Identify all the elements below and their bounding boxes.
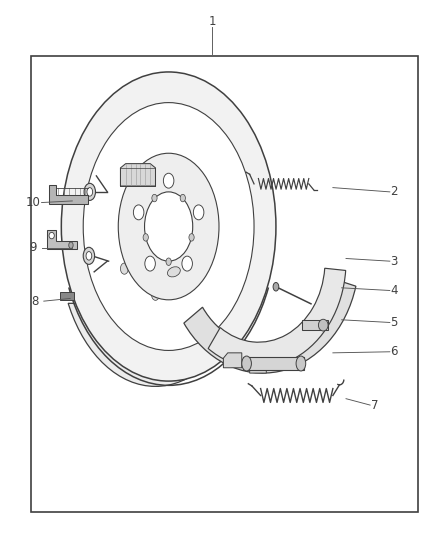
Polygon shape — [302, 320, 328, 330]
Ellipse shape — [120, 211, 128, 222]
Ellipse shape — [145, 256, 155, 271]
Text: 9: 9 — [29, 241, 37, 254]
Text: 8: 8 — [32, 295, 39, 308]
Polygon shape — [49, 185, 88, 204]
Ellipse shape — [152, 289, 159, 300]
Ellipse shape — [86, 252, 92, 260]
Polygon shape — [243, 357, 304, 370]
Wedge shape — [184, 279, 356, 373]
Ellipse shape — [163, 173, 174, 188]
Text: 4: 4 — [390, 284, 398, 297]
Ellipse shape — [189, 233, 194, 241]
Ellipse shape — [193, 205, 204, 220]
Text: 6: 6 — [390, 345, 398, 358]
Ellipse shape — [167, 266, 180, 277]
Ellipse shape — [273, 282, 279, 291]
Polygon shape — [60, 292, 74, 300]
Ellipse shape — [318, 319, 328, 331]
Ellipse shape — [83, 102, 254, 351]
Ellipse shape — [183, 211, 191, 222]
Polygon shape — [68, 99, 252, 386]
Ellipse shape — [143, 233, 148, 241]
Text: 3: 3 — [391, 255, 398, 268]
Ellipse shape — [180, 195, 185, 202]
Text: 2: 2 — [390, 185, 398, 198]
Ellipse shape — [120, 263, 128, 274]
Ellipse shape — [182, 256, 192, 271]
Polygon shape — [250, 359, 266, 373]
Polygon shape — [47, 230, 77, 249]
Ellipse shape — [84, 183, 95, 200]
Ellipse shape — [83, 247, 95, 264]
Text: 1: 1 — [208, 15, 216, 28]
Ellipse shape — [145, 192, 193, 261]
Ellipse shape — [152, 185, 159, 196]
Ellipse shape — [166, 258, 171, 265]
Ellipse shape — [242, 356, 251, 371]
Text: 5: 5 — [391, 316, 398, 329]
Text: 10: 10 — [25, 196, 40, 209]
Ellipse shape — [61, 72, 276, 381]
Ellipse shape — [296, 356, 306, 371]
Ellipse shape — [183, 263, 191, 274]
Polygon shape — [120, 164, 155, 186]
Ellipse shape — [152, 195, 157, 202]
Ellipse shape — [87, 188, 92, 196]
Text: 7: 7 — [371, 399, 378, 411]
Wedge shape — [208, 268, 346, 368]
Ellipse shape — [127, 201, 184, 284]
Ellipse shape — [118, 153, 219, 300]
Bar — [31, 56, 418, 512]
Ellipse shape — [69, 242, 73, 248]
Ellipse shape — [49, 232, 54, 239]
Ellipse shape — [134, 205, 144, 220]
Polygon shape — [223, 353, 242, 368]
